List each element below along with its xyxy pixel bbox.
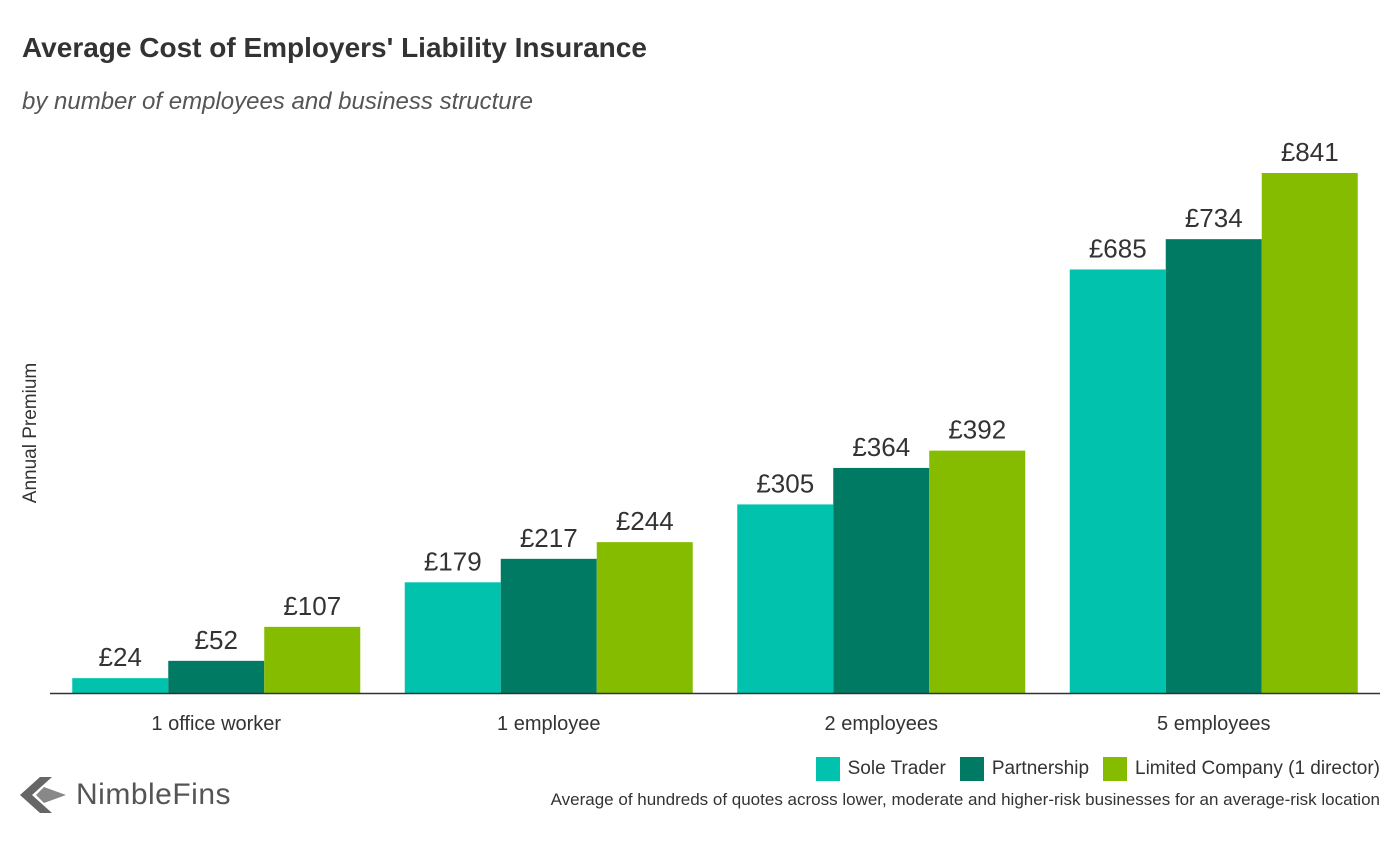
x-tick-label-0: 1 office worker — [151, 713, 281, 735]
bar-sole-trader-0 — [72, 678, 169, 693]
logo-text: NimbleFins — [76, 778, 232, 811]
legend-label-partnership: Partnership — [991, 758, 1090, 779]
x-tick-label-2: 2 employees — [825, 713, 938, 735]
legend-label-limited-company: Limited Company (1 director) — [1135, 758, 1380, 779]
data-label-limited-company-1-director-1: £244 — [616, 506, 674, 536]
data-label-partnership-1: £217 — [520, 523, 578, 553]
legend-label-sole-trader: Sole Trader — [847, 758, 946, 779]
chart-footnote: Average of hundreds of quotes across low… — [550, 790, 1380, 809]
legend-swatch-limited-company — [1103, 757, 1128, 781]
brand-logo: NimbleFins — [20, 775, 231, 815]
bar-limited-company-1-director-3 — [1261, 173, 1358, 693]
legend-item-limited-company: Limited Company (1 director) — [1103, 757, 1380, 781]
data-label-partnership-0: £52 — [195, 625, 238, 655]
bar-sole-trader-1 — [404, 582, 501, 693]
bar-chart: Annual Premium £24 £52 £107 1 office worker £… — [20, 137, 1380, 735]
bar-limited-company-1-director-1 — [596, 542, 693, 693]
nimblefins-arrow-icon — [20, 777, 66, 813]
y-axis-label: Annual Premium — [20, 363, 41, 503]
chart-subtitle: by number of employees and business stru… — [22, 88, 533, 115]
bar-partnership-2 — [833, 467, 930, 693]
bar-sole-trader-3 — [1069, 269, 1166, 693]
bar-limited-company-1-director-2 — [929, 450, 1026, 693]
data-label-partnership-3: £734 — [1185, 203, 1243, 233]
bar-partnership-1 — [500, 558, 597, 693]
chart-title: Average Cost of Employers' Liability Ins… — [22, 32, 647, 63]
data-label-sole-trader-1: £179 — [424, 546, 482, 576]
data-label-limited-company-1-director-2: £392 — [948, 415, 1006, 445]
data-label-sole-trader-3: £685 — [1089, 233, 1147, 263]
x-tick-label-1: 1 employee — [497, 713, 600, 735]
bar-limited-company-1-director-0 — [264, 626, 361, 693]
legend-swatch-sole-trader — [815, 757, 840, 781]
legend-item-partnership: Partnership — [959, 757, 1090, 781]
data-label-sole-trader-2: £305 — [756, 468, 814, 498]
data-label-sole-trader-0: £24 — [99, 642, 142, 672]
legend-item-sole-trader: Sole Trader — [815, 757, 946, 781]
x-tick-label-3: 5 employees — [1157, 713, 1270, 735]
bar-sole-trader-2 — [737, 504, 834, 693]
bar-partnership-3 — [1165, 239, 1262, 693]
legend-swatch-partnership — [959, 757, 984, 781]
chart-legend: Sole Trader Partnership Limited Company … — [815, 757, 1380, 781]
data-label-partnership-2: £364 — [852, 432, 910, 462]
data-label-limited-company-1-director-0: £107 — [283, 591, 341, 621]
data-label-limited-company-1-director-3: £841 — [1281, 137, 1339, 167]
bar-partnership-0 — [168, 660, 265, 693]
